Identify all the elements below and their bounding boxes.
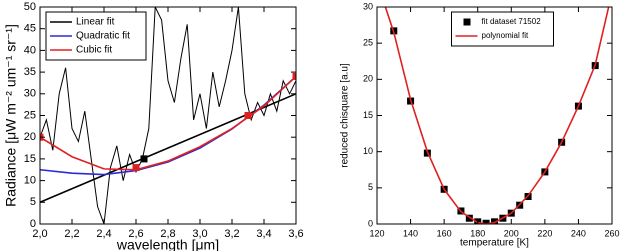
y-tick-label: 40 — [24, 44, 36, 56]
y-tick-label: 25 — [24, 109, 36, 121]
marker — [491, 218, 498, 224]
series-line — [40, 93, 296, 204]
y-tick-label: 5 — [30, 196, 36, 208]
x-tick-label: 2,8 — [160, 228, 175, 240]
y-tick-label: 0 — [368, 218, 373, 228]
legend-label: Cubic fit — [76, 45, 112, 56]
x-tick-label: 160 — [437, 228, 452, 238]
x-tick-label: 240 — [571, 228, 586, 238]
y-tick-label: 50 — [24, 1, 36, 13]
x-axis-label: temperature [K] — [460, 238, 529, 249]
legend-marker — [463, 18, 471, 26]
series-line — [40, 75, 296, 171]
legend-box — [451, 11, 554, 47]
marker — [482, 219, 490, 224]
x-tick-label: 2,6 — [128, 228, 143, 240]
y-tick-label: 30 — [363, 1, 373, 11]
x-tick-label: 3,0 — [192, 228, 207, 240]
marker — [132, 164, 140, 172]
y-tick-label: 20 — [363, 74, 373, 84]
x-tick-label: 220 — [537, 228, 552, 238]
y-tick-label: 5 — [368, 182, 373, 192]
marker — [465, 214, 473, 222]
x-tick-label: 120 — [369, 228, 384, 238]
x-tick-label: 180 — [470, 228, 485, 238]
y-axis-label: Radiance [μW m⁻² um⁻¹ sr⁻¹] — [3, 24, 19, 207]
y-tick-label: 10 — [24, 175, 36, 187]
x-tick-label: 2,2 — [64, 228, 79, 240]
y-tick-label: 15 — [363, 110, 373, 120]
x-tick-label: 260 — [604, 228, 619, 238]
y-tick-label: 15 — [24, 153, 36, 165]
y-tick-label: 20 — [24, 131, 36, 143]
plot-frame — [39, 6, 297, 225]
marker — [292, 72, 296, 80]
y-tick-label: 45 — [24, 23, 36, 35]
series-line — [384, 7, 610, 224]
x-tick-label: 2,0 — [32, 228, 47, 240]
marker — [140, 155, 148, 163]
y-tick-label: 35 — [24, 66, 36, 78]
x-tick-label: 200 — [504, 228, 519, 238]
legend-label: Quadratic fit — [76, 31, 130, 42]
y-tick-label: 0 — [30, 218, 36, 230]
legend-label: Linear fit — [76, 17, 115, 28]
plot-area — [40, 7, 296, 224]
plot-frame — [376, 6, 613, 225]
x-tick-label: 2,4 — [96, 228, 111, 240]
x-axis-label: wavelength [μm] — [116, 237, 219, 251]
legend-label: polynomial fit — [482, 31, 529, 40]
x-tick-label: 3,6 — [288, 228, 303, 240]
y-tick-label: 30 — [24, 88, 36, 100]
x-tick-label: 3,2 — [224, 228, 239, 240]
x-tick-label: 3,4 — [256, 228, 271, 240]
marker — [244, 112, 252, 119]
legend-label: fit dataset 71502 — [482, 17, 542, 26]
y-axis-label: reduced chisquare [a.u] — [340, 63, 351, 168]
y-tick-label: 25 — [363, 38, 373, 48]
y-tick-label: 10 — [363, 146, 373, 156]
x-tick-label: 140 — [403, 228, 418, 238]
